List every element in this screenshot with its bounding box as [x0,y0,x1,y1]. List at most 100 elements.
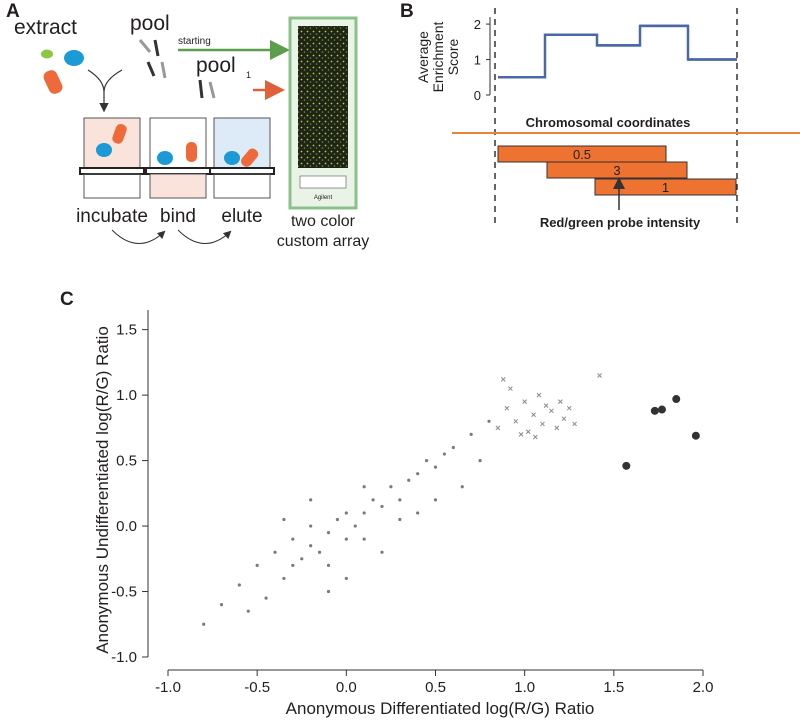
point [291,537,295,541]
y-tick-label: -0.5 [111,584,137,601]
y-tick-label: 0.0 [116,518,137,535]
cross-point [531,412,536,418]
point [264,596,268,600]
point [407,478,411,482]
cross-point [561,416,567,422]
probe-caption: Red/green probe intensity [540,215,701,230]
point [389,485,393,489]
panel-label: B [400,1,414,22]
cross-point [518,432,524,437]
cross-point [540,421,545,427]
point [202,622,206,626]
tube-filter [209,167,275,175]
extract-label: extract [14,16,77,39]
highlight-point [657,405,666,414]
point [380,550,384,554]
protein-icon [43,70,63,94]
point [326,563,331,567]
cross-point [513,418,519,424]
tube [149,117,207,171]
cross-point [597,373,602,378]
protein-icon [41,49,53,59]
highlight-point [622,461,631,470]
tube-filter [79,167,145,175]
y-tick-label: 1.5 [116,322,137,339]
point [309,524,313,528]
panel-label: A [6,1,20,22]
point [309,544,313,548]
probe-intensity: 1 [662,180,669,195]
probe-box [594,178,737,196]
x-tick-label: 1.5 [603,679,624,696]
cross-point [549,408,554,414]
point [398,498,402,502]
cross-point [572,421,577,427]
point [326,589,331,594]
point [273,550,277,554]
cross-point [508,386,513,391]
x-tick-label: -1.0 [155,679,181,696]
point [300,557,304,561]
point [460,485,464,489]
y-axis-title: Average [415,31,431,83]
selection-diagram: extract pool starting pool 1 incubate bi… [14,12,369,250]
point [291,563,295,567]
y-tick-label: 0.5 [116,453,137,470]
probe-group [497,145,737,196]
probe-intensity: 0.5 [573,147,591,162]
probe-intensity: 3 [613,163,620,178]
point [433,465,438,469]
cross-point [536,392,542,398]
array-spots [298,26,348,168]
point [317,550,322,554]
array-label: custom array [277,233,369,250]
cross-point [504,405,510,411]
point [433,498,438,502]
cross-point [533,434,538,440]
point [255,563,259,567]
merge-arrow [87,69,123,110]
dna-fragments [138,39,216,99]
array-label: two color [291,213,356,230]
cross-point [522,399,528,405]
x-tick-label: 0.0 [336,679,357,696]
point [469,432,473,436]
step-label: elute [221,206,262,227]
point [309,498,313,502]
array-brand: Agilent [314,195,333,201]
panel-label: C [60,289,74,310]
y-axis-title: Enrichment [430,21,446,92]
point [237,583,241,587]
y-tick-label: 2 [474,17,481,32]
point [380,504,384,509]
cross-point [525,429,531,435]
x-axis-title: Anonymous Differentiated log(R/G) Ratio [286,699,595,718]
pool-label: pool [196,54,236,77]
point [335,517,340,522]
point [424,458,429,463]
x-tick-label: 0.5 [425,679,446,696]
step-risers [498,24,737,79]
point [282,576,286,581]
y-tick-label: 1 [474,53,481,68]
cross-point [554,425,560,431]
step-arrow [177,229,232,244]
point [398,517,402,522]
step-label: bind [160,206,196,227]
highlight-point [691,431,700,440]
x-tick-label: -0.5 [244,679,270,696]
cross-point [566,405,572,411]
x-tick-label: 1.0 [514,679,535,696]
point [344,537,348,541]
point [362,537,366,541]
y-tick-label: 1.0 [116,387,137,404]
highlight-point [650,406,659,415]
point [451,445,455,450]
point [362,485,366,489]
barcode [299,175,347,189]
point [344,576,348,581]
point [246,609,250,613]
pool-label: pool [130,12,170,35]
x-tick-label: 2.0 [693,679,714,696]
